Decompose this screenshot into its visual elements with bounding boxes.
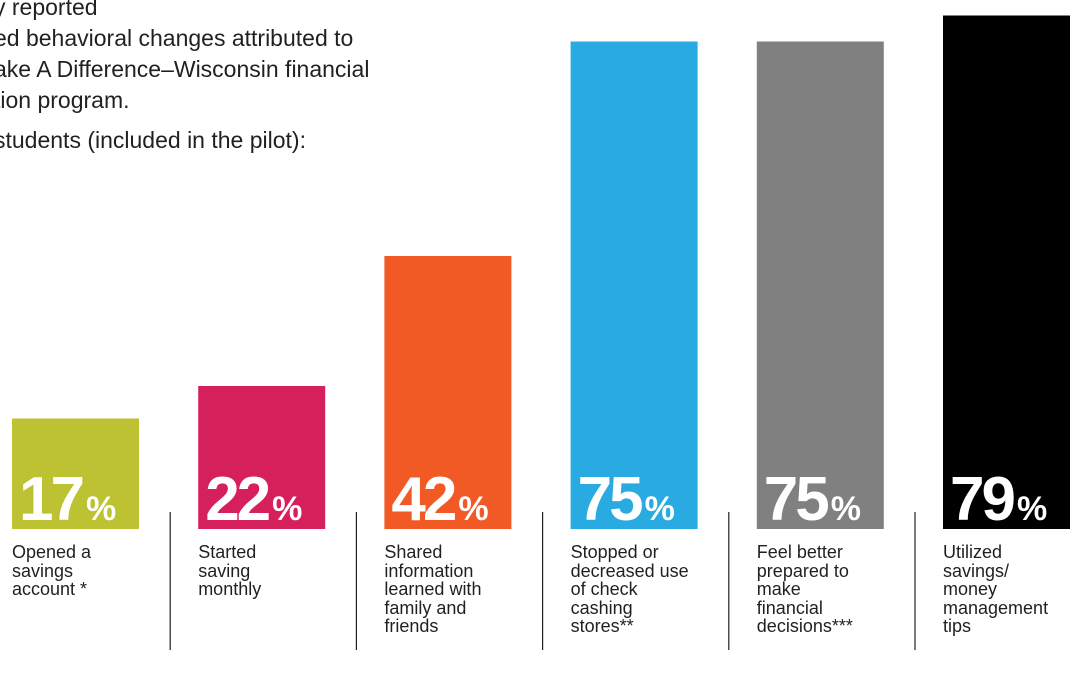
category-label: Shared information learned with family a…	[384, 542, 482, 636]
intro-heading-line: ed behavioral changes attributed to	[0, 25, 354, 51]
category-label: Stopped or decreased use of check cashin…	[570, 542, 689, 636]
bar-value-percent: %	[272, 490, 302, 528]
bar	[943, 15, 1070, 529]
bar-value-percent: %	[1017, 490, 1047, 528]
bar-value-label: 22%	[205, 465, 302, 534]
intro-heading-line: ake A Difference–Wisconsin financial	[0, 56, 370, 82]
bar-value-percent: %	[831, 490, 861, 528]
bar-value-label: 75%	[764, 465, 861, 534]
category-label: Started saving monthly	[198, 542, 262, 599]
bar	[570, 41, 698, 529]
bar-value-number: 42	[391, 465, 454, 534]
category-label: Feel better prepared to make financial d…	[756, 542, 853, 636]
bar-value-label: 17%	[19, 465, 116, 534]
bar-value-label: 42%	[391, 465, 488, 534]
bar-value-number: 17	[19, 465, 82, 534]
bar	[12, 418, 139, 529]
bar	[384, 256, 512, 529]
bar	[756, 41, 884, 529]
intro-text: y reported ed behavioral changes attribu…	[0, 0, 514, 156]
bar-value-percent: %	[458, 490, 488, 528]
intro-heading-line: tion program.	[0, 87, 130, 113]
category-label: Opened a savings account *	[12, 542, 92, 599]
bar-value-percent: %	[86, 490, 116, 528]
bar-value-number: 75	[764, 465, 828, 534]
bar	[198, 386, 326, 529]
bar-value-label: 79%	[950, 465, 1047, 534]
category-label: Utilized savings/ money management tips	[943, 542, 1049, 636]
bar-value-number: 79	[950, 465, 1014, 534]
bar-value-label: 75%	[578, 465, 675, 534]
intro-subheading: students (included in the pilot):	[0, 127, 306, 153]
bar-value-number: 75	[578, 465, 642, 534]
bar-value-percent: %	[645, 490, 675, 528]
intro-heading: y reported ed behavioral changes attribu…	[0, 0, 514, 116]
intro-heading-line: y reported	[0, 0, 98, 20]
bar-value-number: 22	[205, 465, 268, 534]
